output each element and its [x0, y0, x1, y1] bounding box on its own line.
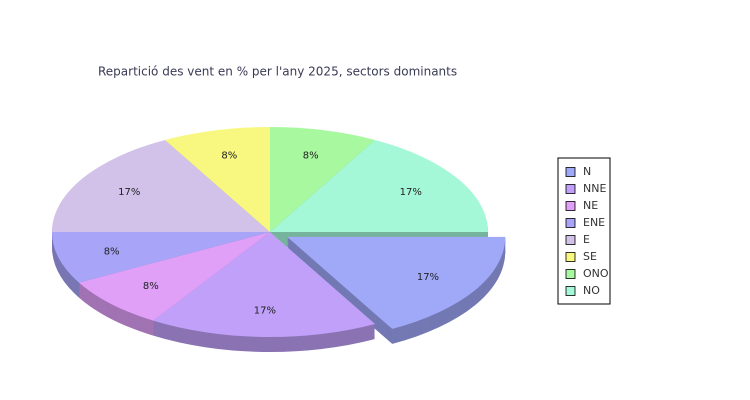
- legend-label: SE: [583, 250, 597, 263]
- legend-swatch: [565, 235, 576, 245]
- value-label: 17%: [118, 187, 140, 198]
- slice: [52, 232, 270, 283]
- value-label: 17%: [417, 272, 439, 283]
- value-label: 8%: [303, 151, 319, 162]
- value-label: 8%: [104, 247, 120, 258]
- legend-swatch: [565, 201, 576, 211]
- value-label: 8%: [221, 151, 237, 162]
- legend-label: NO: [583, 284, 600, 297]
- slice: [52, 139, 270, 232]
- slice: [270, 139, 488, 232]
- legend-swatch: [565, 252, 576, 262]
- legend-box: [557, 157, 611, 305]
- legend-swatch: [565, 184, 576, 194]
- legend-label: ENE: [583, 216, 605, 229]
- chart-title: Repartició des vent en % per l'any 2025,…: [98, 65, 457, 79]
- legend-label: E: [583, 233, 590, 246]
- legend-label: ONO: [583, 267, 609, 280]
- slice: [270, 127, 376, 232]
- legend-swatch: [565, 269, 576, 279]
- slice: [164, 127, 270, 232]
- value-label: 17%: [254, 306, 276, 317]
- slice: [78, 232, 270, 321]
- value-label: 17%: [400, 187, 422, 198]
- legend-swatch: [565, 286, 576, 296]
- legend-label: NNE: [583, 182, 606, 195]
- legend-swatch: [565, 167, 576, 177]
- legend-swatch: [565, 218, 576, 228]
- legend-label: N: [583, 165, 591, 178]
- legend-label: NE: [583, 199, 598, 212]
- value-label: 8%: [143, 281, 159, 292]
- slice: [287, 236, 506, 329]
- slice: [153, 232, 376, 337]
